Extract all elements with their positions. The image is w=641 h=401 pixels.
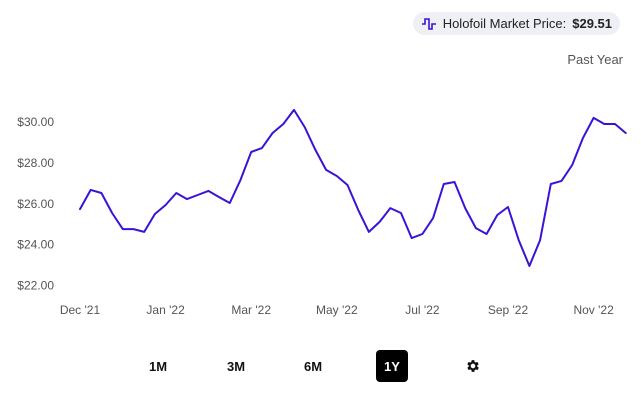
range-button[interactable]: 3M: [226, 358, 246, 374]
current-price: $29.51: [572, 16, 612, 31]
y-tick-label: $22.00: [17, 278, 54, 292]
price-line: [79, 108, 627, 267]
chart: $22.00 $24.00 $26.00 $28.00 $30.00 Dec '21 Jan…: [17, 108, 627, 317]
x-tick-label: Mar '22: [231, 303, 271, 317]
series-name: Holofoil Market Price:: [442, 16, 567, 31]
x-tick-label: May '22: [316, 303, 358, 317]
x-tick-label: Dec '21: [60, 303, 101, 317]
range-button[interactable]: 1M: [148, 358, 168, 374]
range-button[interactable]: 1Y: [376, 350, 408, 382]
x-tick-label: Jul '22: [405, 303, 440, 317]
x-tick-label: Jan '22: [146, 303, 185, 317]
gear-icon: [467, 360, 479, 372]
settings-button[interactable]: [457, 350, 489, 382]
price-badge: Holofoil Market Price: $29.51: [412, 12, 620, 35]
subtitle: Past Year: [567, 52, 623, 67]
y-tick-label: $24.00: [17, 238, 54, 252]
x-tick-label: Nov '22: [573, 303, 614, 317]
y-tick-label: $28.00: [17, 156, 54, 170]
range-button[interactable]: 6M: [303, 358, 323, 374]
y-tick-label: $30.00: [17, 115, 54, 129]
range-controls: 1M 3M 6M 1Y: [0, 350, 641, 382]
pulse-icon: [421, 17, 436, 30]
x-tick-label: Sep '22: [488, 303, 529, 317]
y-tick-label: $26.00: [17, 197, 54, 211]
